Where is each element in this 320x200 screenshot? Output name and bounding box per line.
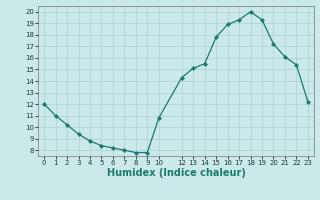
X-axis label: Humidex (Indice chaleur): Humidex (Indice chaleur) — [107, 168, 245, 178]
